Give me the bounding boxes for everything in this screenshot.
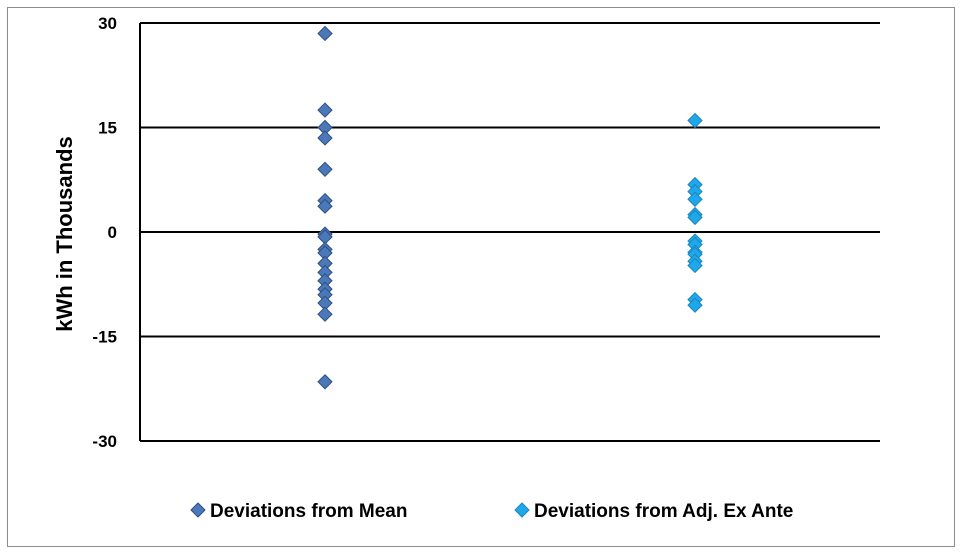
chart-frame xyxy=(7,7,955,547)
data-point xyxy=(687,257,703,274)
data-point xyxy=(687,209,703,226)
data-point xyxy=(317,374,333,390)
y-tick-label: 0 xyxy=(108,223,117,242)
data-point xyxy=(317,306,333,322)
data-point xyxy=(687,297,703,313)
y-tick-label: -15 xyxy=(92,328,117,347)
data-point xyxy=(317,130,333,146)
data-point xyxy=(317,198,333,214)
data-point xyxy=(317,25,333,42)
y-tick-labels: 30 15 0 -15 -30 xyxy=(92,14,117,451)
legend-label: Deviations from Adj. Ex Ante xyxy=(534,501,793,522)
y-tick-label: -30 xyxy=(92,432,117,451)
data-points xyxy=(317,25,703,390)
legend-marker xyxy=(190,502,206,518)
y-axis-label: kWh in Thousands xyxy=(52,136,77,332)
data-point xyxy=(687,112,703,129)
legend: Deviations from Mean Deviations from Adj.… xyxy=(190,501,793,522)
data-point xyxy=(687,191,703,207)
data-point xyxy=(317,161,333,178)
legend-marker xyxy=(514,502,530,518)
gridlines xyxy=(139,22,880,442)
y-tick-label: 15 xyxy=(98,119,117,138)
data-point xyxy=(317,102,333,118)
y-tick-label: 30 xyxy=(98,14,117,33)
legend-label: Deviations from Mean xyxy=(210,501,407,522)
